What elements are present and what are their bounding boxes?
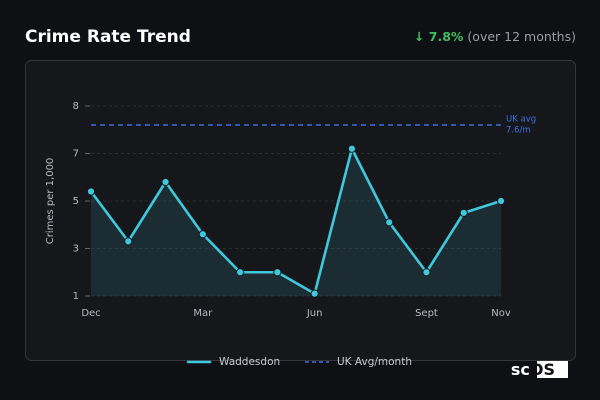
point: [385, 218, 394, 227]
point: [235, 268, 245, 277]
point: [124, 237, 133, 246]
point: [459, 208, 468, 217]
y-tick-label: 7: [73, 149, 79, 160]
legend-label: Waddesdon: [219, 356, 280, 368]
legend-label: UK Avg/month: [337, 356, 412, 368]
legend: Waddesdon UK Avg/month: [187, 356, 412, 368]
brand-b: OS: [530, 360, 555, 379]
point: [161, 177, 170, 187]
point: [347, 144, 357, 153]
change-summary: ↓ 7.8% (over 12 months): [414, 29, 576, 44]
x-tick-label: Jun: [306, 308, 323, 319]
y-tick-label: 5: [73, 196, 79, 207]
point: [310, 289, 319, 298]
y-tick-label: 8: [73, 101, 79, 112]
point: [86, 187, 96, 196]
y-tick-label: 1: [73, 291, 79, 302]
brand: scOS: [511, 360, 555, 379]
chart-card: [25, 60, 576, 361]
reference-annotation: 7.6/m: [506, 126, 531, 136]
line: [89, 147, 502, 295]
point: [496, 196, 506, 206]
area: [91, 148, 501, 296]
reference-annotation: UK avg: [506, 115, 536, 125]
y-axis-label: Crimes per 1,000: [45, 158, 56, 245]
point: [422, 268, 431, 277]
y-tick-label: 3: [73, 244, 79, 255]
brand-box: [537, 361, 568, 378]
point: [273, 268, 282, 277]
x-tick-label: Sept: [415, 308, 438, 319]
x-tick-label: Mar: [193, 308, 213, 319]
brand-a: sc: [511, 360, 530, 379]
chart-title: Crime Rate Trend: [25, 27, 191, 47]
x-tick-label: Nov: [491, 308, 511, 319]
change: ↓ 7.8%: [414, 29, 464, 44]
change-note: (over 12 months): [467, 29, 576, 44]
point: [198, 230, 207, 239]
x-tick-label: Dec: [81, 308, 100, 319]
